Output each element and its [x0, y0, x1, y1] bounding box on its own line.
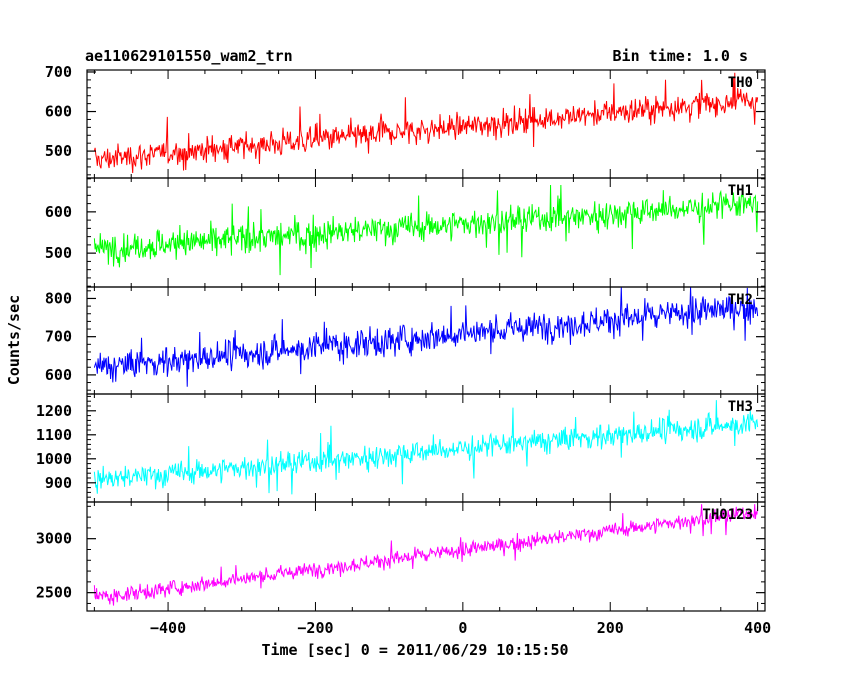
y-tick-label: 1100	[36, 426, 72, 444]
y-tick-label: 700	[45, 63, 72, 81]
x-tick-label: 400	[744, 619, 771, 637]
panel-label-th0123: TH0123	[702, 507, 753, 523]
y-tick-label: 600	[45, 366, 72, 384]
y-tick-label: 3000	[36, 530, 72, 548]
series-line-th2	[93, 287, 759, 387]
y-tick-label: 600	[45, 203, 72, 221]
series-line-th3	[93, 400, 759, 495]
panel-label-th3: TH3	[728, 399, 753, 415]
panel-label-th0: TH0	[728, 75, 753, 91]
x-tick-label: −400	[150, 619, 186, 637]
x-tick-label: 0	[458, 619, 467, 637]
panels-group: 500 600 700 TH0 500 600 TH1 600 700 800 TH2 900 1000…	[36, 63, 771, 637]
y-axis-label: Counts/sec	[5, 295, 23, 385]
panel-label-th1: TH1	[728, 183, 753, 199]
series-line-th0	[93, 72, 759, 174]
x-tick-label: −200	[297, 619, 333, 637]
obs-id-label: ae110629101550_wam2_trn	[85, 47, 293, 65]
panel-label-th2: TH2	[728, 292, 753, 308]
y-tick-label: 700	[45, 328, 72, 346]
bin-time-label: Bin time: 1.0 s	[613, 47, 748, 65]
y-tick-label: 1000	[36, 450, 72, 468]
y-tick-label: 900	[45, 474, 72, 492]
y-tick-label: 800	[45, 289, 72, 307]
x-tick-label: 200	[597, 619, 624, 637]
y-tick-label: 600	[45, 103, 72, 121]
y-tick-label: 1200	[36, 402, 72, 420]
y-tick-label: 500	[45, 244, 72, 262]
x-axis-label: Time [sec] 0 = 2011/06/29 10:15:50	[261, 641, 568, 659]
series-line-th1	[93, 184, 759, 276]
series-line-th0123	[93, 504, 759, 606]
panel-frame-th0	[86, 69, 766, 179]
y-tick-label: 2500	[36, 584, 72, 602]
y-tick-label: 500	[45, 142, 72, 160]
